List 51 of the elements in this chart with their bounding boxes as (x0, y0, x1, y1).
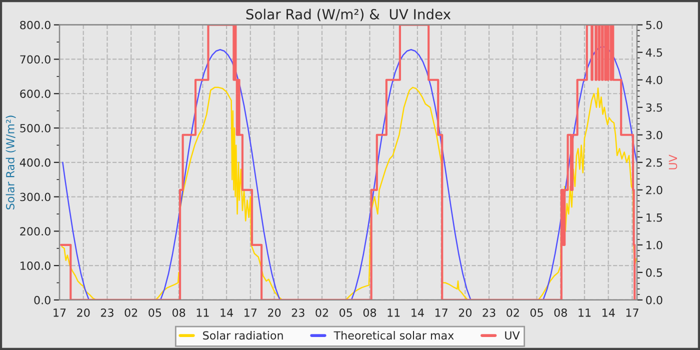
x-tick-label: 14 (412, 308, 424, 317)
y2-tick-label: 2.5 (646, 158, 662, 167)
y-axis-title: Solar Rad (W/m²) (6, 116, 16, 210)
x-tick-label: 20 (458, 308, 472, 317)
x-tick-label: 08 (554, 308, 567, 317)
y2-tick-label: 3.0 (646, 130, 662, 140)
x-tick-label: 17 (626, 308, 638, 317)
x-tick-label: 11 (578, 308, 591, 317)
y2-tick-label: 1.0 (646, 240, 662, 250)
y-tick-label: 100.0 (20, 262, 50, 270)
y2-tick-label: 4.0 (646, 76, 662, 84)
x-tick-label: 11 (196, 308, 209, 317)
x-tick-label: 20 (77, 308, 90, 317)
y-tick-label: 700.0 (20, 55, 50, 64)
y2-tick-label: 0.0 (646, 296, 662, 304)
x-tick-label: 23 (292, 308, 304, 317)
y2-axis-title: UV (668, 154, 678, 170)
y2-tick-label: 2.0 (646, 186, 662, 194)
y-tick-label: 0.0 (34, 296, 50, 304)
x-tick-label: 02 (506, 308, 519, 317)
y-tick-label: 500.0 (20, 124, 50, 132)
y-tick-label: 400.0 (20, 158, 50, 167)
x-tick-label: 02 (124, 308, 138, 317)
y-tick-label: 300.0 (20, 192, 50, 202)
legend-label: Solar radiation (203, 330, 283, 340)
x-tick-label: 08 (172, 308, 186, 317)
x-tick-label: 14 (602, 308, 615, 317)
y-tick-label: 600.0 (20, 90, 50, 98)
chart-title: Solar Rad (W/m²) & UV Index (246, 8, 451, 22)
x-tick-label: 23 (100, 308, 114, 317)
x-tick-label: 17 (54, 308, 66, 317)
x-tick-label: 08 (363, 308, 376, 317)
x-tick-label: 14 (220, 308, 233, 317)
legend-label: UV (505, 331, 520, 340)
x-tick-label: 02 (316, 308, 328, 317)
y-tick-label: 200.0 (20, 227, 50, 236)
x-tick-label: 17 (244, 308, 257, 317)
x-tick-label: 05 (148, 308, 162, 317)
x-tick-label: 05 (340, 308, 352, 317)
y-tick-label: 800.0 (20, 20, 50, 30)
legend-label: Theoretical solar max (334, 330, 454, 340)
y2-tick-label: 1.5 (646, 214, 662, 222)
x-tick-label: 23 (482, 308, 496, 317)
x-tick-label: 17 (435, 308, 448, 317)
x-tick-label: 20 (268, 308, 281, 317)
y2-tick-label: 5.0 (646, 20, 662, 30)
y2-tick-label: 0.5 (646, 268, 662, 277)
y2-tick-label: 4.5 (646, 48, 662, 57)
y2-tick-label: 3.5 (646, 103, 662, 112)
x-tick-label: 11 (388, 308, 400, 317)
x-tick-label: 05 (530, 308, 543, 317)
